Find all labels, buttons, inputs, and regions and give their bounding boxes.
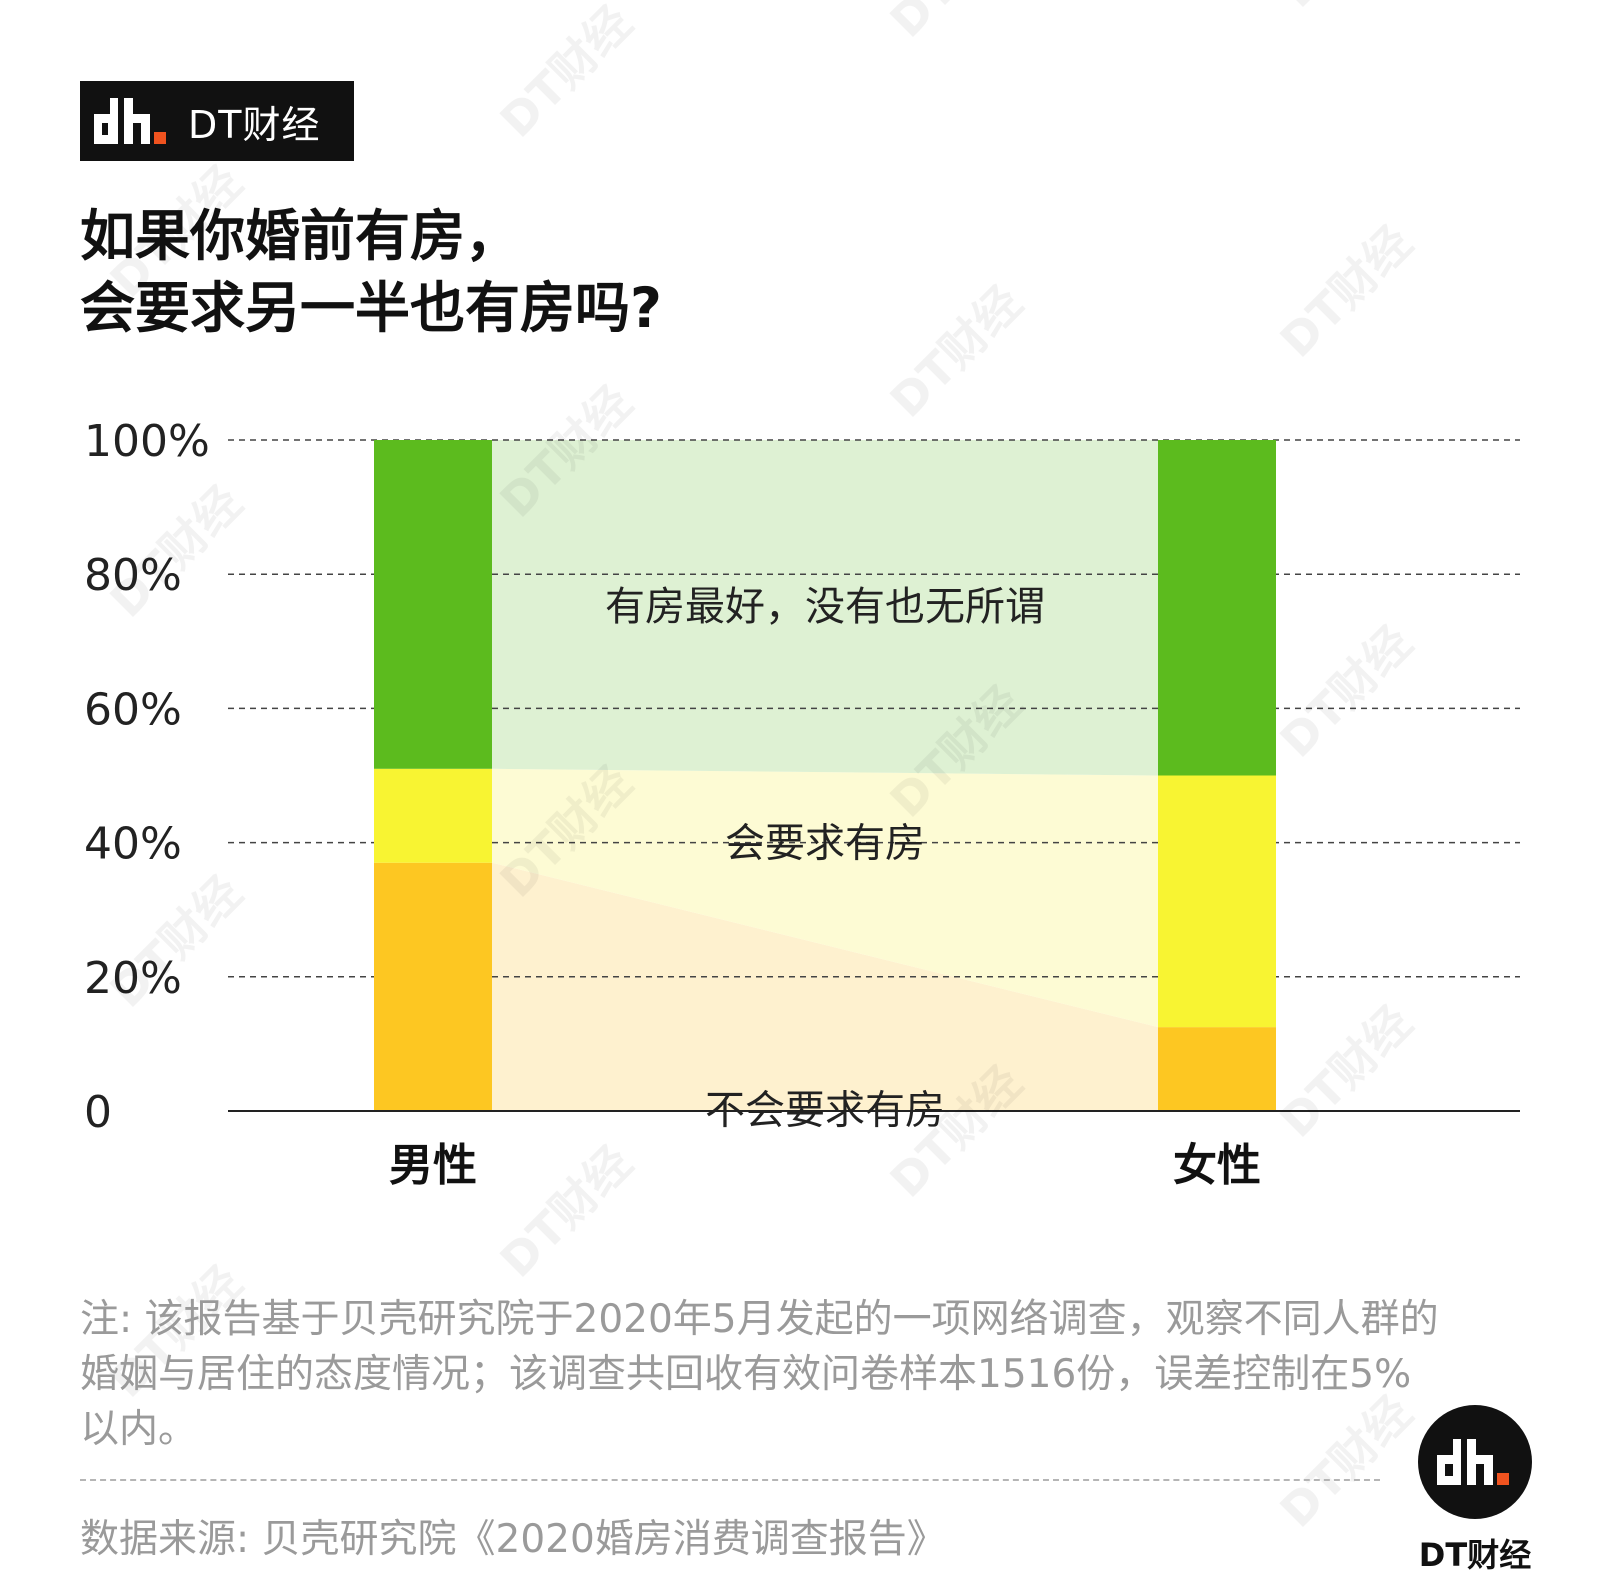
title-line-1: 如果你婚前有房， <box>80 204 521 268</box>
watermark-text: DT财经 <box>1270 0 1422 18</box>
bar-segment <box>1158 775 1276 1028</box>
dt-logo-icon <box>94 98 166 144</box>
bar-segment <box>374 862 492 1111</box>
y-tick-label: 80% <box>84 550 182 601</box>
footer-logo <box>1418 1405 1532 1519</box>
brand-name: DT财经 <box>188 102 321 147</box>
footer-logo-caption: DT财经 <box>1418 1536 1532 1574</box>
chart-title: 如果你婚前有房， 会要求另一半也有房吗? <box>80 200 662 344</box>
bar-segment <box>374 440 492 769</box>
y-tick-label: 20% <box>84 953 182 1004</box>
series-band <box>492 768 1158 1028</box>
y-tick-label: 0 <box>84 1087 112 1138</box>
chart-note: 注: 该报告基于贝壳研究院于2020年5月发起的一项网络调查，观察不同人群的婚姻… <box>80 1297 1439 1452</box>
note-divider <box>80 1479 1380 1481</box>
series-label: 会要求有房 <box>725 821 925 867</box>
series-band <box>492 440 1158 776</box>
x-category-label: 男性 <box>389 1140 477 1191</box>
watermark-text: DT财经 <box>490 0 642 148</box>
watermark-text: DT财经 <box>880 0 1032 48</box>
bar-segment <box>1158 440 1276 776</box>
dt-logo-icon <box>1437 1439 1509 1485</box>
y-tick-label: 40% <box>84 819 182 870</box>
y-tick-label: 60% <box>84 684 182 735</box>
watermark-text: DT财经 <box>1270 215 1422 367</box>
bar-segment <box>1158 1027 1276 1111</box>
series-label: 不会要求有房 <box>705 1087 945 1133</box>
title-line-2: 会要求另一半也有房吗? <box>80 276 662 340</box>
bar-segment <box>374 768 492 863</box>
series-label: 有房最好，没有也无所谓 <box>605 584 1045 630</box>
x-category-label: 女性 <box>1173 1140 1261 1191</box>
brand-header: DT财经 <box>80 81 354 161</box>
y-tick-label: 100% <box>84 416 210 467</box>
series-band <box>492 862 1158 1111</box>
data-source: 数据来源: 贝壳研究院《2020婚房消费调查报告》 <box>80 1517 946 1562</box>
